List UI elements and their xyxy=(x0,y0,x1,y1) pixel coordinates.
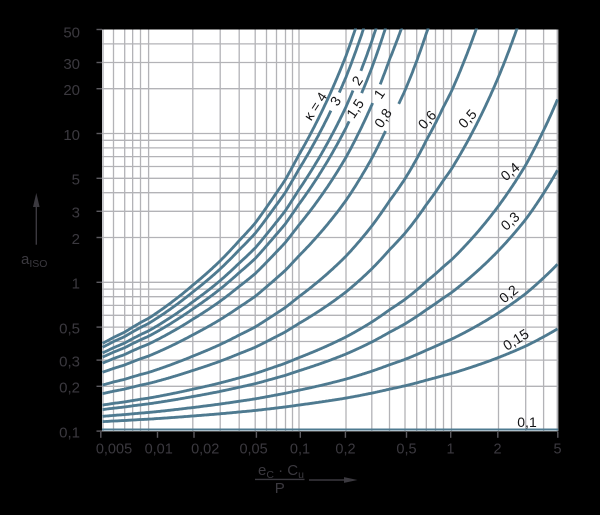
svg-text:0,1: 0,1 xyxy=(290,442,310,458)
svg-text:3: 3 xyxy=(72,205,80,222)
svg-text:30: 30 xyxy=(63,56,80,73)
svg-text:eC · Cu: eC · Cu xyxy=(258,462,304,481)
svg-text:0,005: 0,005 xyxy=(96,442,132,458)
svg-text:0,2: 0,2 xyxy=(59,380,80,397)
svg-text:10: 10 xyxy=(63,127,80,144)
svg-text:0,05: 0,05 xyxy=(239,442,267,458)
svg-text:2: 2 xyxy=(493,442,501,458)
svg-text:2: 2 xyxy=(72,231,80,248)
svg-text:5: 5 xyxy=(553,442,561,458)
svg-text:1: 1 xyxy=(72,276,80,293)
svg-text:0,2: 0,2 xyxy=(335,442,355,458)
svg-text:0,01: 0,01 xyxy=(145,442,173,458)
svg-text:P: P xyxy=(275,480,285,497)
svg-text:50: 50 xyxy=(63,25,80,42)
svg-text:0,02: 0,02 xyxy=(191,442,219,458)
svg-text:0,1: 0,1 xyxy=(517,414,537,430)
svg-text:0,5: 0,5 xyxy=(59,320,80,337)
svg-text:5: 5 xyxy=(72,172,80,189)
svg-text:0,5: 0,5 xyxy=(396,442,416,458)
svg-text:0,3: 0,3 xyxy=(59,353,80,370)
svg-text:20: 20 xyxy=(63,82,80,99)
svg-text:1: 1 xyxy=(446,442,454,458)
svg-text:0,1: 0,1 xyxy=(59,424,80,441)
